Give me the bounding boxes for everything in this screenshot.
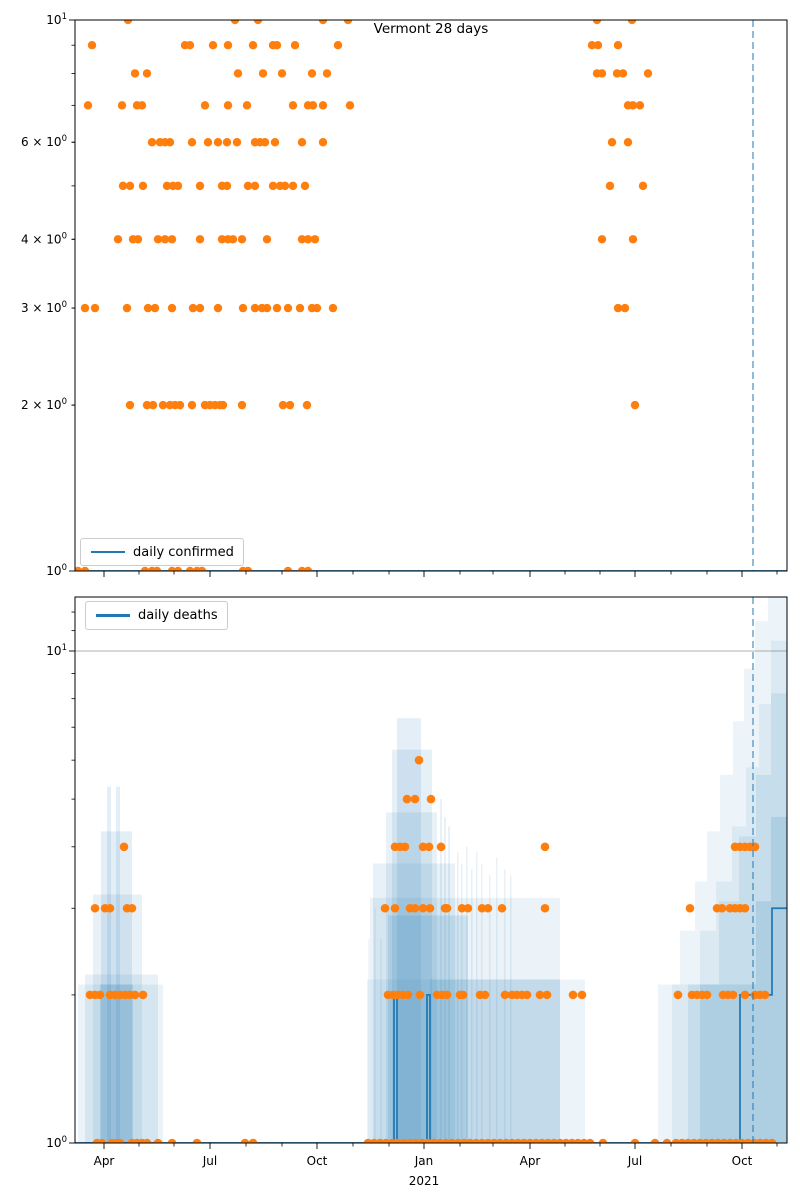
scatter-points <box>85 755 777 1143</box>
confidence-bands <box>78 597 787 1143</box>
axes-frame <box>74 19 788 572</box>
axes-frame <box>74 596 788 1144</box>
legend-daily-deaths: daily deaths <box>85 601 228 630</box>
x-tick-label: Oct <box>732 1154 753 1168</box>
y-tick-label: 101 <box>46 12 67 27</box>
x-tick-label: Jan <box>414 1154 434 1168</box>
panel-daily-confirmed: 101 6 × 100 4 × 100 3 × 100 2 × 100 100 <box>21 12 788 578</box>
x-tick-label: Jul <box>627 1154 642 1168</box>
legend-line-swatch <box>96 614 130 617</box>
x-tick-label: Jul <box>202 1154 217 1168</box>
x-tick-label: Apr <box>520 1154 541 1168</box>
x-axis <box>103 571 778 577</box>
x-axis: Apr Jul Oct Jan Apr Jul Oct 2021 <box>94 1143 778 1188</box>
panel-daily-deaths: 101 100 Apr Jul Oct Jan Apr Jul Oct 2021 <box>46 596 788 1188</box>
y-tick-label: 6 × 100 <box>21 134 67 149</box>
x-tick-label: Oct <box>307 1154 328 1168</box>
y-tick-label: 2 × 100 <box>21 397 67 412</box>
legend-line-swatch <box>91 550 125 554</box>
y-tick-label: 100 <box>46 1135 67 1150</box>
legend-daily-confirmed: daily confirmed <box>80 538 244 566</box>
scatter-points <box>75 20 653 571</box>
y-axis: 101 100 <box>46 611 75 1150</box>
y-tick-label: 4 × 100 <box>21 231 67 246</box>
y-axis: 101 6 × 100 4 × 100 3 × 100 2 × 100 100 <box>21 12 75 578</box>
legend-label: daily confirmed <box>133 544 234 560</box>
y-tick-label: 3 × 100 <box>21 300 67 315</box>
x-tick-label: Apr <box>94 1154 115 1168</box>
y-tick-label: 101 <box>46 643 67 658</box>
x-axis-year-label: 2021 <box>409 1174 440 1188</box>
y-tick-label: 100 <box>46 563 67 578</box>
legend-label: daily deaths <box>138 608 218 623</box>
